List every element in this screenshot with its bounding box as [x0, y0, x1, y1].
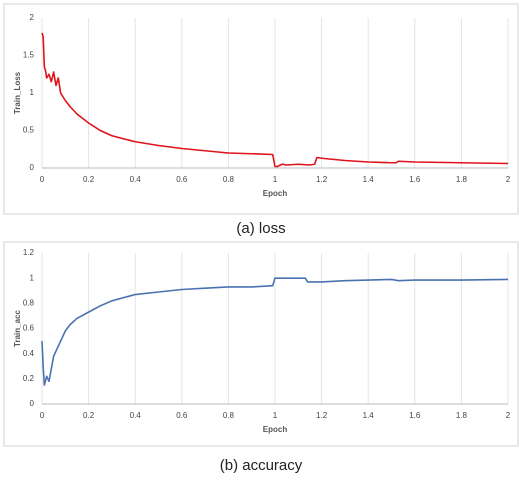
y-tick-label: 0.6 — [23, 324, 35, 333]
y-tick-label: 1.5 — [23, 51, 35, 60]
x-tick-label: 1.4 — [363, 175, 375, 184]
x-axis-title: Epoch — [263, 425, 288, 434]
caption: (a) loss — [236, 220, 285, 237]
y-tick-label: 0.2 — [23, 374, 35, 383]
x-tick-label: 1.6 — [409, 175, 421, 184]
x-tick-label: 1.8 — [456, 411, 468, 420]
y-tick-label: 1.2 — [23, 248, 35, 257]
x-tick-label: 0.6 — [176, 175, 188, 184]
y-tick-label: 0.4 — [23, 349, 35, 358]
chart-frame — [3, 241, 519, 447]
x-tick-label: 2 — [506, 411, 511, 420]
x-tick-label: 1.6 — [409, 411, 421, 420]
data-line — [41, 32, 509, 168]
x-tick-label: 1.2 — [316, 411, 328, 420]
x-tick-label: 2 — [506, 175, 511, 184]
y-tick-label: 1 — [30, 88, 35, 97]
x-tick-label: 0.2 — [83, 411, 95, 420]
x-tick-label: 1.8 — [456, 175, 468, 184]
x-tick-label: 1.2 — [316, 175, 328, 184]
y-tick-label: 0 — [30, 163, 35, 172]
y-tick-label: 0.8 — [23, 298, 35, 307]
x-tick-label: 0.6 — [176, 411, 188, 420]
x-tick-label: 0.8 — [223, 175, 235, 184]
x-tick-label: 0.4 — [130, 175, 142, 184]
y-tick-label: 1 — [30, 273, 35, 282]
x-tick-label: 0 — [40, 175, 45, 184]
y-axis-title: Train_acc — [13, 309, 22, 346]
data-line — [41, 277, 509, 386]
x-tick-label: 0.8 — [223, 411, 235, 420]
x-tick-label: 0.4 — [130, 411, 142, 420]
y-tick-label: 2 — [30, 13, 35, 22]
y-tick-label: 0 — [30, 399, 35, 408]
x-tick-label: 0 — [40, 411, 45, 420]
x-tick-label: 1 — [273, 175, 278, 184]
caption: (b) accuracy — [220, 457, 303, 474]
x-tick-label: 1.4 — [363, 411, 375, 420]
y-axis-title: Train_Loss — [13, 71, 22, 114]
y-tick-label: 0.5 — [23, 126, 35, 135]
x-axis-title: Epoch — [263, 189, 288, 198]
chart-frame — [3, 3, 519, 215]
x-tick-label: 1 — [273, 411, 278, 420]
x-tick-label: 0.2 — [83, 175, 95, 184]
